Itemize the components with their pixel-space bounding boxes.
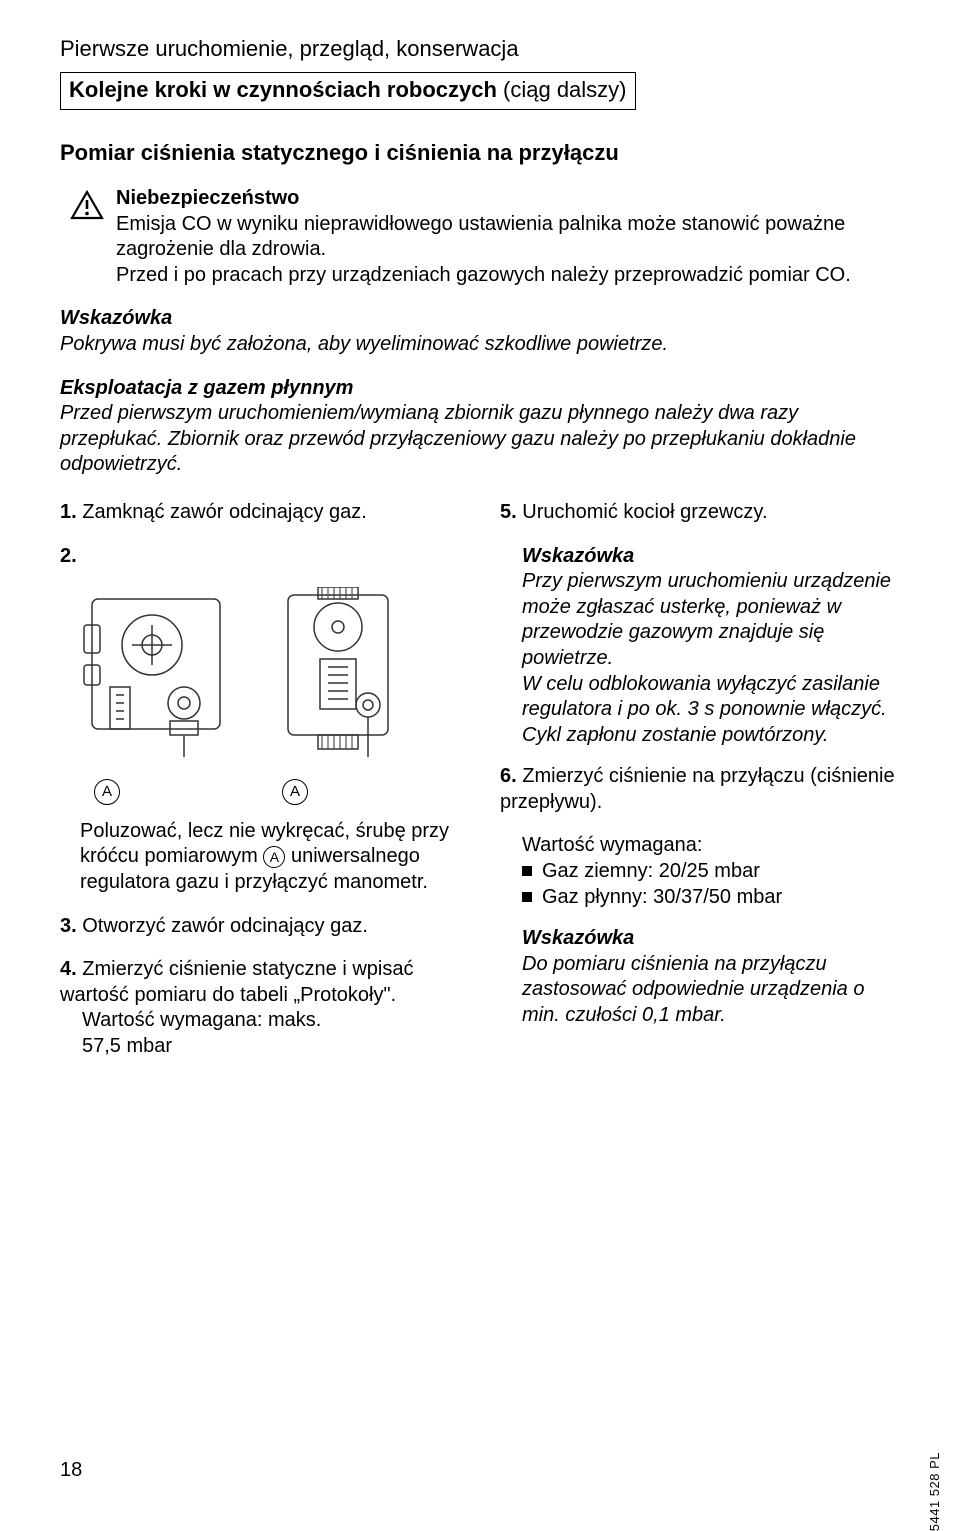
step-2-caption-a: A — [263, 846, 285, 868]
step-5-text: Uruchomić kocioł grzewczy. — [522, 501, 767, 523]
step-3: 3. Otworzyć zawór odcinający gaz. — [60, 914, 460, 940]
lpg-title: Eksploatacja z gazem płynnym — [60, 377, 353, 399]
step-5: 5. Uruchomić kocioł grzewczy. — [500, 500, 900, 526]
diagram-2-label-a: A — [282, 779, 308, 805]
step-4-num: 4. — [60, 958, 77, 980]
step-5-num: 5. — [500, 501, 517, 523]
hint-1: Wskazówka Pokrywa musi być założona, aby… — [60, 306, 900, 357]
step-3-text: Otworzyć zawór odcinający gaz. — [82, 915, 368, 937]
hint-1-body: Pokrywa musi być założona, aby wyelimino… — [60, 333, 668, 355]
bullet-icon — [522, 866, 532, 876]
hint-3-body: Do pomiaru ciśnienia na przyłączu zastos… — [522, 953, 864, 1026]
page-title: Pomiar ciśnienia statycznego i ciśnienia… — [60, 140, 900, 166]
diagram-1-label-a: A — [94, 779, 120, 805]
section-header: Pierwsze uruchomienie, przegląd, konserw… — [60, 36, 900, 62]
step-4-l3: 57,5 mbar — [60, 1034, 172, 1060]
left-column: 1. Zamknąć zawór odcinający gaz. 2. — [60, 500, 460, 1078]
hint-3: Wskazówka Do pomiaru ciśnienia na przyłą… — [500, 926, 900, 1028]
warning-block: Niebezpieczeństwo Emisja CO w wyniku nie… — [70, 186, 900, 288]
box-bold: Kolejne kroki w czynnościach roboczych — [69, 77, 497, 102]
hint-3-title: Wskazówka — [522, 927, 634, 949]
step-1-text: Zamknąć zawór odcinający gaz. — [82, 501, 367, 523]
step-1-num: 1. — [60, 501, 77, 523]
right-column: 5. Uruchomić kocioł grzewczy. Wskazówka … — [500, 500, 900, 1078]
warning-body: Emisja CO w wyniku nieprawidłowego ustaw… — [116, 213, 851, 286]
step-4-l1: Zmierzyć ciśnienie statyczne i wpisać wa… — [60, 958, 413, 1006]
required-b2-text: Gaz płynny: 30/37/50 mbar — [542, 885, 782, 911]
box-continued: (ciąg dalszy) — [497, 77, 627, 102]
warning-text: Niebezpieczeństwo Emisja CO w wyniku nie… — [116, 186, 900, 288]
step-6-num: 6. — [500, 765, 517, 787]
required-b2: Gaz płynny: 30/37/50 mbar — [522, 885, 900, 911]
lpg-block: Eksploatacja z gazem płynnym Przed pierw… — [60, 376, 900, 478]
required-title: Wartość wymagana: — [522, 833, 900, 859]
columns: 1. Zamknąć zawór odcinający gaz. 2. — [60, 500, 900, 1078]
step-2: 2. — [60, 544, 460, 570]
page-number: 18 — [60, 1459, 82, 1482]
required-values: Wartość wymagana: Gaz ziemny: 20/25 mbar… — [500, 833, 900, 910]
diagram-row: A — [80, 587, 460, 805]
diagram-1: A — [80, 587, 240, 805]
required-b1-text: Gaz ziemny: 20/25 mbar — [542, 859, 760, 885]
step-2-caption: Poluzować, lecz nie wykręcać, śrubę przy… — [80, 819, 460, 896]
bullet-icon — [522, 892, 532, 902]
continuation-box: Kolejne kroki w czynnościach roboczych (… — [60, 72, 636, 110]
page: Pierwsze uruchomienie, przegląd, konserw… — [0, 0, 960, 1512]
required-b1: Gaz ziemny: 20/25 mbar — [522, 859, 900, 885]
step-3-num: 3. — [60, 915, 77, 937]
step-6-text: Zmierzyć ciśnienie na przyłączu (ciśnien… — [500, 765, 895, 813]
hint-2-body: Przy pierwszym uruchomieniu urządzenie m… — [522, 570, 891, 746]
hint-2: Wskazówka Przy pierwszym uruchomieniu ur… — [500, 544, 900, 749]
gas-valve-diagram-1 — [80, 587, 240, 787]
step-2-num: 2. — [60, 545, 77, 567]
step-4: 4. Zmierzyć ciśnienie statyczne i wpisać… — [60, 957, 460, 1059]
warning-icon — [70, 190, 104, 220]
hint-2-title: Wskazówka — [522, 545, 634, 567]
gas-valve-diagram-2 — [268, 587, 428, 787]
document-code: 5441 528 PL — [927, 1452, 942, 1531]
step-1: 1. Zamknąć zawór odcinający gaz. — [60, 500, 460, 526]
step-4-l2: Wartość wymagana: maks. — [60, 1008, 321, 1034]
step-6: 6. Zmierzyć ciśnienie na przyłączu (ciśn… — [500, 764, 900, 815]
lpg-body: Przed pierwszym uruchomieniem/wymianą zb… — [60, 402, 856, 475]
diagram-2: A — [268, 587, 428, 805]
hint-1-title: Wskazówka — [60, 307, 172, 329]
warning-title: Niebezpieczeństwo — [116, 187, 299, 209]
